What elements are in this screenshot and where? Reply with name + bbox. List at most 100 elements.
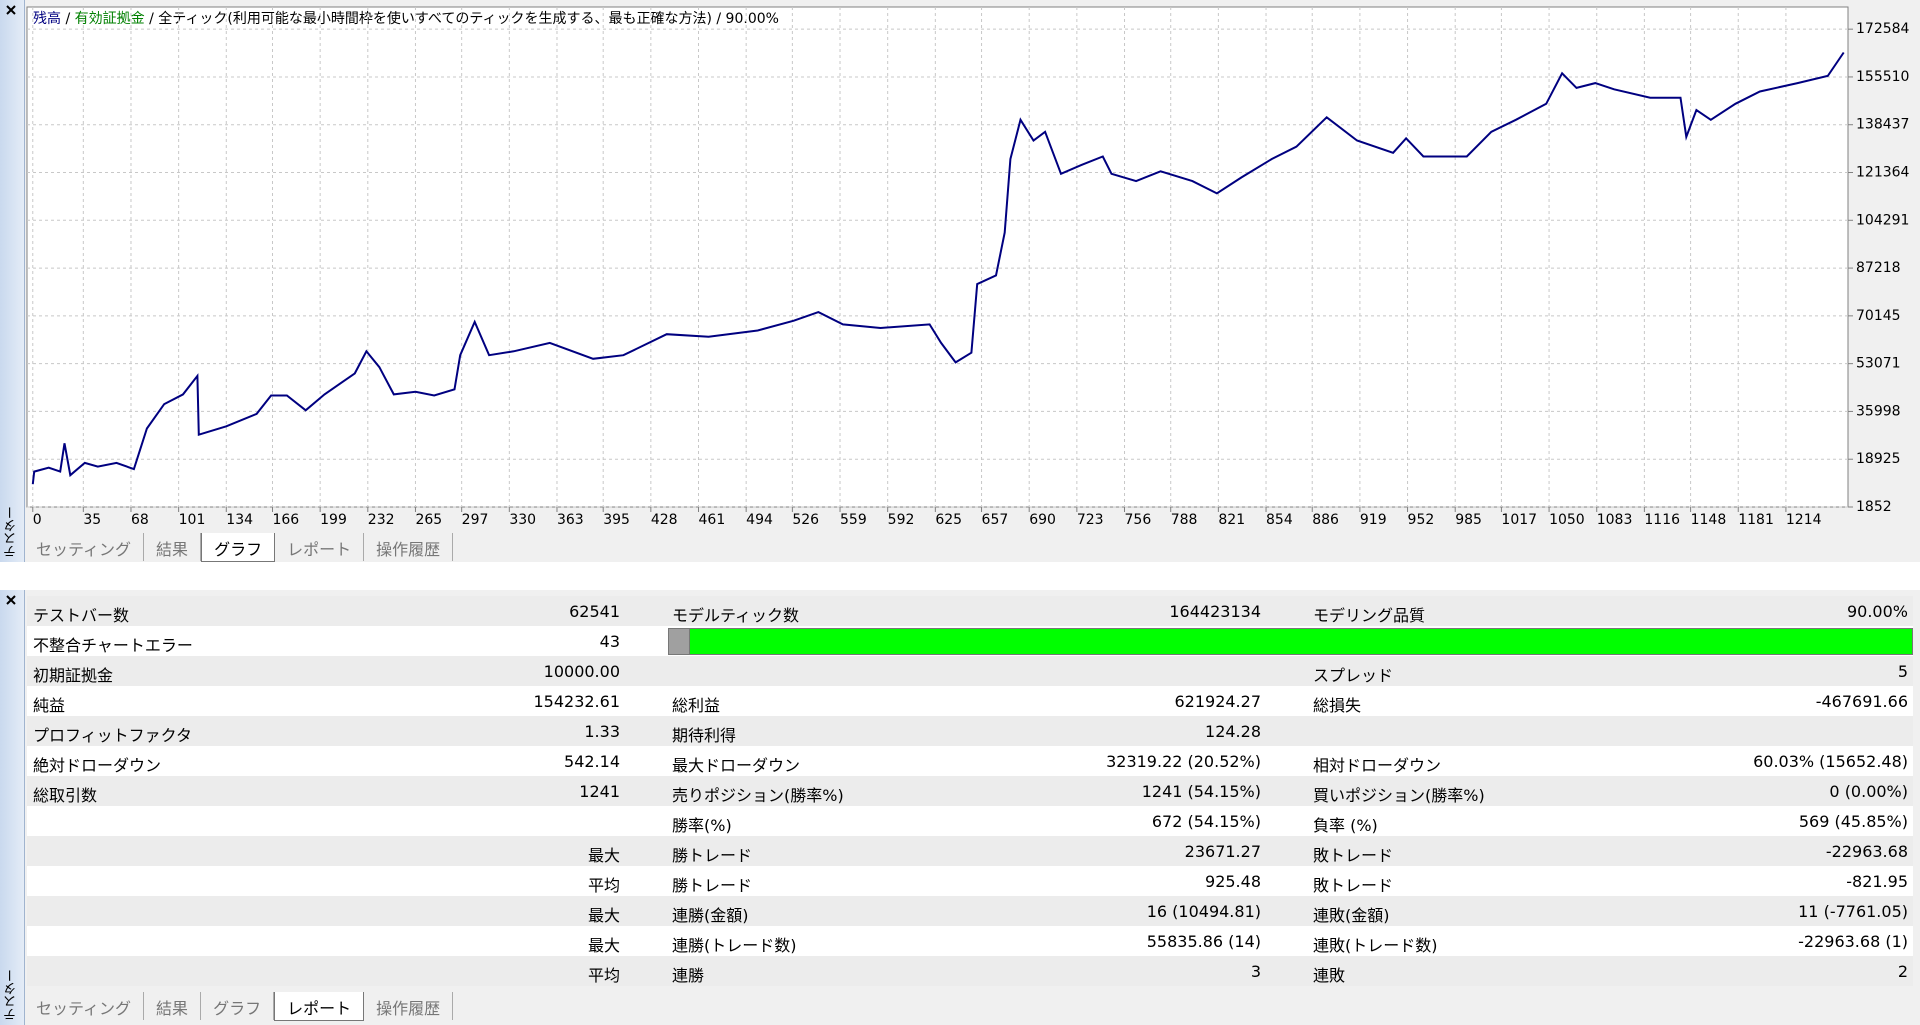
y-tick-label: 53071 [1856,356,1901,372]
x-tick-label: 428 [651,512,678,528]
report-panel: テスター テストバー数 62541 モデルティック数 164423134 モデリング品質… [0,590,1920,1025]
close-icon[interactable] [0,0,24,20]
label: 勝率(%) [672,816,732,835]
value: 3 [1250,962,1261,981]
x-tick-label: 919 [1360,512,1387,528]
x-tick-label: 526 [792,512,819,528]
label: 総損失 [1313,696,1362,715]
value: -22963.68 [1825,842,1908,861]
label: プロフィットファクタ [33,726,193,745]
tab[interactable]: グラフ [201,533,276,562]
value: 124.28 [1205,722,1261,741]
value: 1241 (54.15%) [1141,782,1261,801]
x-tick-label: 101 [179,512,206,528]
label: モデルティック数 [672,606,800,625]
value: 542.14 [564,752,620,771]
close-icon[interactable] [0,590,24,610]
x-tick-label: 494 [746,512,773,528]
y-tick-label: 1852 [1856,499,1892,515]
x-tick-label: 232 [368,512,395,528]
x-tick-label: 821 [1218,512,1245,528]
report-row: 初期証拠金 10000.00 スプレッド 5 [27,656,1913,686]
label: 買いポジション(勝率%) [1313,786,1485,805]
x-tick-label: 1148 [1691,512,1727,528]
value: 43 [599,632,620,651]
y-tick-label: 35998 [1856,403,1901,419]
label: モデリング品質 [1313,606,1426,625]
x-tick-label: 1017 [1501,512,1537,528]
tab[interactable]: 結果 [144,992,202,1020]
tab[interactable]: セッティング [24,992,145,1020]
report-table: テストバー数 62541 モデルティック数 164423134 モデリング品質 90.00… [27,596,1913,986]
tab[interactable]: セッティング [24,533,145,561]
value: 平均 [587,876,620,895]
value: 2 [1897,962,1908,981]
label: 相対ドローダウン [1313,756,1442,775]
tab[interactable]: 操作履歴 [364,992,454,1020]
graph-panel: テスター 残高 / 有効証拠金 / 全ティック(利用可能な最小時間枠を使いすべて… [0,0,1920,562]
report-row: 不整合チャートエラー 43 [27,626,1913,656]
tab[interactable]: レポート [274,992,365,1021]
side-label: テスター [4,969,19,1021]
label: 不整合チャートエラー [33,636,193,655]
y-tick-label: 138437 [1856,117,1909,133]
header-part: / 全ティック(利用可能な最小時間枠を使いすべてのティックを生成する、最も正確な… [145,10,779,27]
report-row: 純益 154232.61 総利益 621924.27 総損失 -467691.66 [27,686,1913,716]
x-tick-label: 134 [226,512,253,528]
value: 平均 [587,966,620,985]
value: -821.95 [1846,872,1908,891]
report-row: テストバー数 62541 モデルティック数 164423134 モデリング品質 90.00… [27,596,1913,626]
tab[interactable]: 結果 [144,533,202,561]
label: 勝トレード [672,846,753,865]
x-tick-label: 690 [1029,512,1056,528]
value: 621924.27 [1174,692,1261,711]
label: 連勝 [672,966,705,985]
label: 最大ドローダウン [672,756,801,775]
label: 敗トレード [1313,846,1394,865]
x-tick-label: 297 [462,512,489,528]
x-tick-label: 265 [415,512,442,528]
x-tick-label: 886 [1312,512,1339,528]
header-part: 残高 [33,10,61,27]
value: 16 (10494.81) [1146,902,1261,921]
chart: 残高 / 有効証拠金 / 全ティック(利用可能な最小時間枠を使いすべてのティック… [26,6,1910,528]
label: 売りポジション(勝率%) [672,786,844,805]
quality-bar-green [689,628,1913,655]
tab[interactable]: レポート [275,533,365,561]
y-tick-label: 18925 [1856,451,1901,467]
tab[interactable]: グラフ [201,992,275,1020]
side-strip: テスター [0,590,25,1025]
value: 最大 [587,936,620,955]
value: 23671.27 [1184,842,1261,861]
x-tick-label: 461 [699,512,726,528]
x-tick-label: 1083 [1597,512,1633,528]
report-row: 勝率(%) 672 (54.15%) 負率 (%) 569 (45.85%) [27,806,1913,836]
x-tick-label: 68 [131,512,149,528]
value: 55835.86 (14) [1146,932,1261,951]
value: 32319.22 (20.52%) [1106,752,1261,771]
value: 0 (0.00%) [1829,782,1908,801]
label: スプレッド [1313,666,1394,685]
header-part: 有効証拠金 [75,11,145,27]
report-row: 平均 連勝 3 連敗 2 [27,956,1913,986]
x-tick-label: 330 [509,512,536,528]
value: 11 (-7761.05) [1798,902,1908,921]
label: 総利益 [672,696,721,715]
x-tick-label: 0 [33,512,42,528]
tab-bar: セッティング 結果 グラフ レポート 操作履歴 [24,533,454,562]
value: 569 (45.85%) [1798,812,1908,831]
label: 総取引数 [33,786,98,805]
report-row: 最大 連勝(金額) 16 (10494.81) 連敗(金額) 11 (-7761.05) [27,896,1913,926]
value: 1.33 [584,722,620,741]
x-tick-label: 592 [888,512,915,528]
tab[interactable]: 操作履歴 [364,533,454,561]
label: 敗トレード [1313,876,1394,895]
header-part: / [61,11,75,27]
value: -467691.66 [1815,692,1908,711]
report-row: 最大 連勝(トレード数) 55835.86 (14) 連敗(トレード数) -22963.… [27,926,1913,956]
x-tick-label: 166 [272,512,299,528]
x-tick-label: 199 [320,512,347,528]
x-tick-label: 1116 [1644,512,1680,528]
value: 60.03% (15652.48) [1753,752,1908,771]
tab-bar: セッティング 結果 グラフ レポート 操作履歴 [24,992,454,1021]
